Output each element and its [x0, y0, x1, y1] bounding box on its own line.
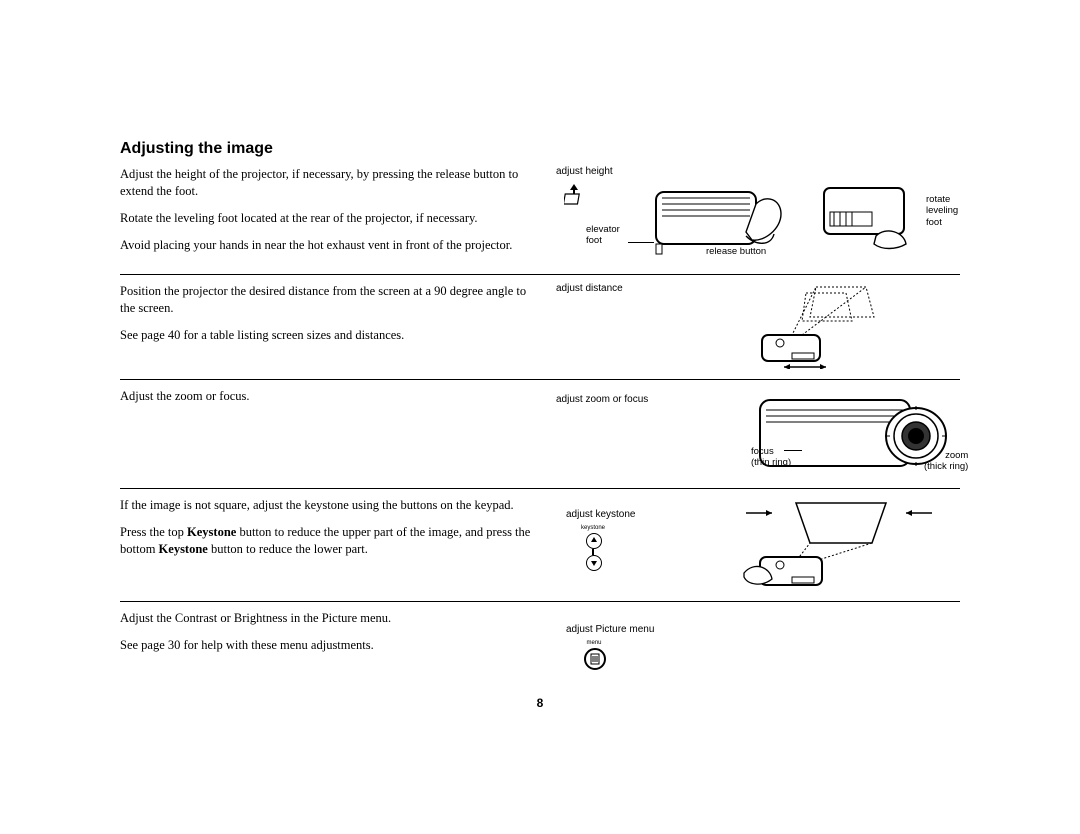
- projector-leveling-illustration: [816, 174, 926, 254]
- section-adjust-picture: Adjust the Contrast or Brightness in the…: [120, 610, 960, 688]
- label-elevator-foot: elevator foot: [586, 224, 620, 247]
- keystone-illustration: [736, 497, 966, 593]
- illustration-column: adjust height elevator foot release butt: [556, 166, 960, 266]
- paragraph: See page 40 for a table listing screen s…: [120, 327, 540, 344]
- menu-button-icon: [584, 648, 606, 670]
- caption-adjust-keystone: adjust keystone: [566, 509, 636, 520]
- paragraph: Adjust the zoom or focus.: [120, 388, 540, 405]
- text-column: Adjust the Contrast or Brightness in the…: [120, 610, 556, 664]
- paragraph: Adjust the height of the projector, if n…: [120, 166, 540, 200]
- bold-keystone: Keystone: [187, 525, 236, 539]
- text: button to reduce the lower part.: [208, 542, 368, 556]
- page-heading: Adjusting the image: [120, 140, 960, 158]
- caption-adjust-zoom: adjust zoom or focus: [556, 394, 648, 405]
- label-keystone-btn: keystone: [578, 525, 608, 531]
- leader-line: [784, 450, 802, 451]
- section-adjust-zoom: Adjust the zoom or focus. adjust zoom or…: [120, 388, 960, 489]
- caption-adjust-picture: adjust Picture menu: [566, 624, 654, 635]
- caption-adjust-distance: adjust distance: [556, 283, 623, 294]
- projector-distance-illustration: [756, 283, 886, 369]
- text-column: Position the projector the desired dista…: [120, 283, 556, 354]
- illustration-column: adjust distance: [556, 283, 960, 371]
- text-column: Adjust the zoom or focus.: [120, 388, 556, 415]
- keystone-down-icon: [586, 555, 602, 571]
- text-column: If the image is not square, adjust the k…: [120, 497, 556, 568]
- text-column: Adjust the height of the projector, if n…: [120, 166, 556, 264]
- section-adjust-distance: Position the projector the desired dista…: [120, 283, 960, 380]
- label-release-button: release button: [706, 246, 766, 257]
- text: Press the top: [120, 525, 187, 539]
- section-adjust-height: Adjust the height of the projector, if n…: [120, 166, 960, 275]
- bold-keystone: Keystone: [159, 542, 208, 556]
- label-zoom-ring: zoom (thick ring): [924, 450, 968, 473]
- caption-adjust-height: adjust height: [556, 166, 613, 177]
- illustration-column: adjust keystone keystone: [556, 497, 960, 593]
- paragraph: If the image is not square, adjust the k…: [120, 497, 540, 514]
- page-number: 8: [120, 696, 960, 710]
- paragraph: Avoid placing your hands in near the hot…: [120, 237, 540, 254]
- paragraph: Press the top Keystone button to reduce …: [120, 524, 540, 558]
- adjust-up-icon: [564, 184, 584, 206]
- label-menu-btn: menu: [582, 640, 606, 646]
- paragraph: Position the projector the desired dista…: [120, 283, 540, 317]
- label-rotate-leveling: rotate leveling foot: [926, 194, 958, 228]
- paragraph: Adjust the Contrast or Brightness in the…: [120, 610, 540, 627]
- illustration-column: adjust Picture menu menu: [556, 610, 960, 680]
- manual-page: Adjusting the image Adjust the height of…: [0, 0, 1080, 750]
- paragraph: Rotate the leveling foot located at the …: [120, 210, 540, 227]
- illustration-column: adjust zoom or focus focus (thin ring): [556, 388, 960, 480]
- keystone-up-icon: [586, 533, 602, 549]
- section-adjust-keystone: If the image is not square, adjust the k…: [120, 497, 960, 602]
- paragraph: See page 30 for help with these menu adj…: [120, 637, 540, 654]
